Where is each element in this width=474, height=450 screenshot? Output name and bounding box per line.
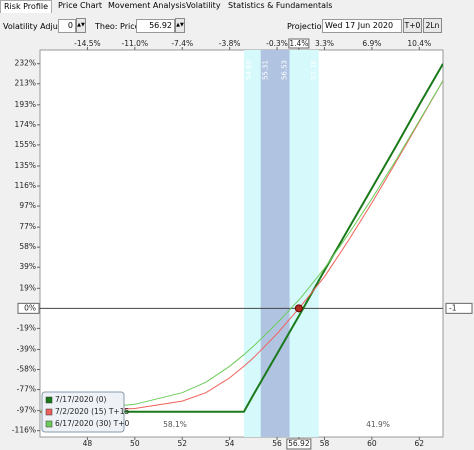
x2-tick-label: -11.0%	[122, 39, 149, 48]
y-tick-label: 193%	[15, 100, 36, 109]
current-value-label: -1	[449, 303, 457, 312]
y-tick-label: -39%	[17, 344, 36, 353]
y-tick-label: 174%	[15, 120, 36, 129]
y-tick-label: 135%	[15, 161, 36, 170]
annotation: 41.9%	[366, 420, 390, 429]
x-tick-label: 62	[415, 439, 425, 448]
y-tick-label: -19%	[17, 323, 36, 332]
input[interactable]: 56.92	[136, 19, 175, 33]
x-tick-label: 48	[83, 439, 93, 448]
annotation: 58.1%	[163, 420, 187, 429]
value-box	[445, 302, 473, 314]
tick-box	[286, 438, 312, 450]
y-tick-label: 155%	[15, 140, 36, 149]
tab[interactable]: Volatility	[186, 1, 221, 10]
x-tick-label: 50	[130, 439, 140, 448]
x2-tick-label: 10.4%	[407, 39, 431, 48]
label: Projection	[287, 22, 327, 31]
series-line	[40, 63, 443, 413]
tab[interactable]: Risk Profile	[0, 0, 52, 13]
x-tick-label: 58	[320, 439, 330, 448]
x-tick-label: 52	[177, 439, 187, 448]
spinner[interactable]: ▲▼	[76, 18, 86, 33]
legend-swatch	[45, 408, 53, 416]
x2-tick-label: -14.5%	[74, 39, 101, 48]
tick-box	[17, 302, 40, 314]
range-band	[260, 50, 290, 437]
current-point	[294, 304, 303, 313]
x2-tick-label: 1.4%	[289, 39, 308, 48]
x-tick-label: 56.92	[288, 439, 310, 448]
tab[interactable]: Statistics & Fundamentals	[228, 1, 333, 10]
x2-tick-label: -3.8%	[219, 39, 241, 48]
tick-box	[288, 38, 310, 49]
x-tick-label: 56	[272, 439, 282, 448]
input[interactable]: 0	[58, 19, 76, 33]
x2-tick-label: 3.3%	[315, 39, 334, 48]
lines	[40, 63, 443, 413]
tab[interactable]: Movement Analysis	[108, 1, 186, 10]
x2-tick-label: -7.4%	[171, 39, 193, 48]
legend-label: 6/17/2020 (30) T+0	[55, 419, 129, 428]
plot-area	[39, 49, 444, 438]
x-tick-label: 60	[367, 439, 377, 448]
y-tick-label: -58%	[17, 365, 36, 374]
y-tick-label: 39%	[19, 262, 36, 271]
y-tick-label: 213%	[15, 79, 36, 88]
x2-tick-label: -0.3%	[266, 39, 288, 48]
legend	[41, 391, 125, 433]
dropdown[interactable]: Wed 17 Jun 2020	[322, 19, 402, 33]
band-label: 54.60	[245, 60, 253, 80]
y-tick-label: -97%	[17, 406, 36, 415]
x-tick-label: 54	[225, 439, 235, 448]
legend-label: 7/2/2020 (15) T+15	[55, 407, 129, 416]
y-tick-label: -116%	[12, 426, 36, 435]
x2-tick-label: 6.9%	[362, 39, 381, 48]
button[interactable]: 2Ln	[423, 18, 442, 33]
y-tick-label: 58%	[19, 242, 36, 251]
spinner[interactable]: ▲▼	[175, 18, 185, 33]
y-tick-label: 232%	[15, 59, 36, 68]
y-tick-label: 116%	[15, 181, 36, 190]
y-tick-label: 77%	[19, 222, 36, 231]
legend-swatch	[45, 396, 53, 404]
y-tick-label: -77%	[17, 385, 36, 394]
legend-swatch	[45, 420, 53, 428]
series-line	[40, 80, 443, 413]
label: Theo: Price	[95, 22, 140, 31]
band-label: 57.76	[310, 59, 318, 80]
band-label: 55.31	[262, 60, 270, 80]
tab[interactable]: Price Chart	[58, 1, 103, 10]
y-tick-label: 0%	[24, 303, 36, 312]
button[interactable]: T+0	[403, 18, 422, 33]
label: Volatility Adjust	[3, 22, 66, 31]
series-line	[40, 80, 443, 412]
legend-label: 7/17/2020 (0)	[55, 395, 107, 404]
y-tick-label: 19%	[19, 283, 36, 292]
y-tick-label: 97%	[19, 201, 36, 210]
band-label: 56.53	[281, 60, 289, 80]
